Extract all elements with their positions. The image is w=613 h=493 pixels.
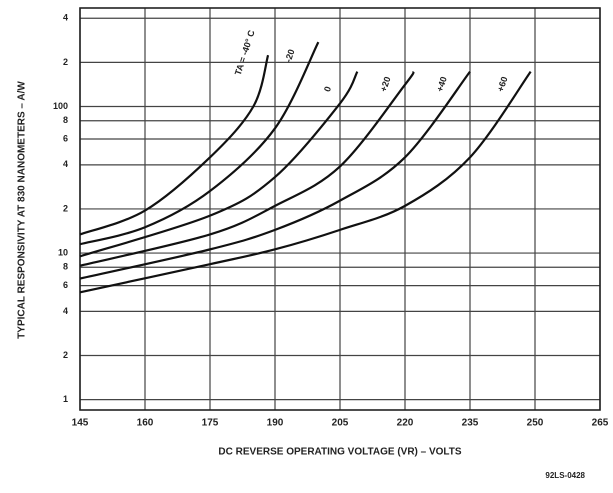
- y-axis-title: TYPICAL RESPONSIVITY AT 830 NANOMETERS –…: [17, 81, 28, 339]
- curve: [79, 41, 320, 246]
- curve: [79, 70, 471, 280]
- curve-label: -20: [283, 48, 297, 63]
- curve: [79, 71, 359, 258]
- y-tick-label: 6: [63, 133, 68, 143]
- curve: [79, 54, 270, 236]
- y-tick-label: 2: [63, 57, 68, 67]
- curve-label: +20: [378, 75, 392, 93]
- x-tick-label: 190: [267, 418, 284, 429]
- x-tick-label: 235: [462, 418, 479, 429]
- curve: [79, 71, 415, 267]
- y-tick-label: 4: [63, 306, 68, 316]
- y-tick-label: 8: [63, 115, 68, 125]
- y-tick-label: 10: [58, 247, 68, 257]
- x-axis-title: DC REVERSE OPERATING VOLTAGE (VR) – VOLT…: [218, 447, 461, 458]
- curve-label: +40: [435, 75, 449, 93]
- plot-frame: [79, 7, 601, 411]
- figure-code: 92LS-0428: [545, 471, 585, 480]
- y-tick-label: 2: [63, 350, 68, 360]
- y-tick-label: 100: [53, 101, 68, 111]
- y-tick-label: 4: [63, 13, 68, 23]
- curve: [79, 70, 532, 294]
- x-tick-label: 250: [527, 418, 544, 429]
- y-tick-label: 4: [63, 159, 68, 169]
- x-tick-label: 175: [202, 418, 219, 429]
- x-tick-label: 205: [332, 418, 349, 429]
- y-tick-label: 1: [63, 394, 68, 404]
- x-tick-label: 220: [397, 418, 414, 429]
- curve-label: TA = -40° C: [233, 28, 257, 76]
- y-tick-label: 2: [63, 203, 68, 213]
- y-tick-label: 8: [63, 262, 68, 272]
- curve-label: 0: [322, 85, 333, 93]
- x-tick-label: 160: [137, 418, 154, 429]
- curve-label: +60: [495, 75, 509, 93]
- x-tick-label: 265: [592, 418, 609, 429]
- x-tick-label: 145: [72, 418, 89, 429]
- y-tick-label: 6: [63, 280, 68, 290]
